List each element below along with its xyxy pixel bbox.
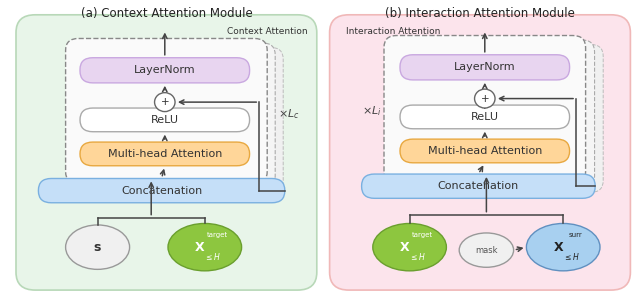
Text: $\mathbf{X}$: $\mathbf{X}$ (399, 241, 410, 254)
Text: $\leq H$: $\leq H$ (409, 251, 426, 262)
FancyBboxPatch shape (330, 15, 630, 290)
Text: Concatenation: Concatenation (438, 181, 519, 191)
Text: Multi-head Attention: Multi-head Attention (108, 149, 222, 159)
Text: (a) Context Attention Module: (a) Context Attention Module (81, 7, 252, 20)
Text: target: target (207, 232, 228, 238)
Text: +: + (161, 97, 169, 107)
Text: ReLU: ReLU (471, 112, 499, 122)
Ellipse shape (527, 223, 600, 271)
Text: $\mathbf{X}$: $\mathbf{X}$ (553, 241, 564, 254)
Text: +: + (481, 94, 489, 104)
Text: $\mathbf{s}$: $\mathbf{s}$ (93, 241, 102, 254)
Text: target: target (412, 232, 433, 238)
Text: (b) Interaction Attention Module: (b) Interaction Attention Module (385, 7, 575, 20)
FancyBboxPatch shape (66, 38, 267, 184)
Circle shape (155, 93, 175, 112)
Text: Interaction Attention: Interaction Attention (346, 27, 440, 36)
FancyBboxPatch shape (400, 55, 570, 80)
Circle shape (475, 89, 495, 108)
Text: mask: mask (475, 246, 498, 255)
FancyBboxPatch shape (362, 174, 595, 198)
Ellipse shape (65, 225, 129, 269)
FancyBboxPatch shape (38, 178, 285, 203)
Text: LayerNorm: LayerNorm (454, 62, 516, 72)
Text: $\leq H$: $\leq H$ (563, 251, 580, 262)
Text: surr: surr (569, 232, 583, 238)
Text: Concatenation: Concatenation (121, 186, 202, 196)
Text: Multi-head Attention: Multi-head Attention (428, 146, 542, 156)
FancyBboxPatch shape (80, 58, 250, 83)
FancyBboxPatch shape (400, 105, 570, 129)
FancyBboxPatch shape (80, 142, 250, 166)
Text: ReLU: ReLU (151, 115, 179, 125)
Ellipse shape (372, 223, 447, 271)
Ellipse shape (460, 233, 514, 267)
FancyBboxPatch shape (402, 44, 604, 192)
FancyBboxPatch shape (80, 108, 250, 132)
Text: $\mathbf{X}$: $\mathbf{X}$ (195, 241, 205, 254)
FancyBboxPatch shape (82, 47, 283, 192)
FancyBboxPatch shape (74, 43, 275, 188)
Text: Context Attention: Context Attention (227, 27, 307, 36)
FancyBboxPatch shape (393, 40, 595, 188)
FancyBboxPatch shape (16, 15, 317, 290)
Text: $\leq H$: $\leq H$ (204, 251, 221, 262)
Text: $\times L_c$: $\times L_c$ (278, 107, 300, 121)
Text: $\times L_i$: $\times L_i$ (362, 104, 381, 118)
Ellipse shape (168, 223, 242, 271)
Text: LayerNorm: LayerNorm (134, 65, 196, 75)
FancyBboxPatch shape (400, 139, 570, 163)
FancyBboxPatch shape (384, 36, 586, 184)
